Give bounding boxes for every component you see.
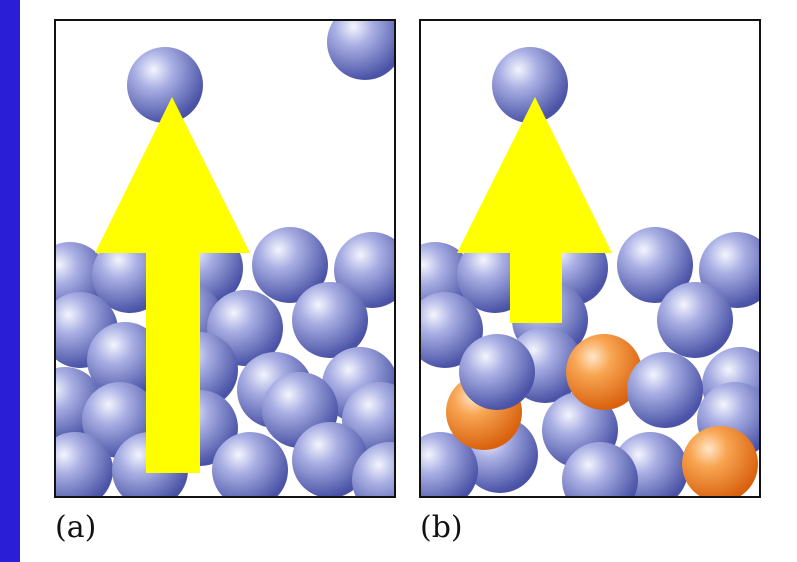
panel-a-arrow-head xyxy=(95,97,250,253)
host-atom xyxy=(252,227,328,303)
panel-b-arrow-head xyxy=(457,97,612,253)
host-atom xyxy=(617,227,693,303)
host-atom xyxy=(292,422,368,497)
host-atom xyxy=(352,442,395,497)
host-atom xyxy=(459,334,535,410)
host-atom xyxy=(562,442,638,497)
impurity-atom xyxy=(566,334,642,410)
panel-a-arrow-shaft xyxy=(146,253,200,473)
host-atom xyxy=(657,282,733,358)
panel-b-atoms xyxy=(420,47,760,497)
panel-a-caption: (a) xyxy=(55,510,97,545)
host-atom xyxy=(212,432,288,497)
panel-a xyxy=(54,19,396,498)
host-atom xyxy=(627,352,703,428)
host-atom xyxy=(492,47,568,123)
panel-b xyxy=(419,19,761,498)
host-atom xyxy=(292,282,368,358)
host-atom xyxy=(420,432,478,497)
panel-b-arrow-shaft xyxy=(510,253,562,323)
host-atom xyxy=(327,20,395,80)
host-atom xyxy=(87,322,163,398)
panel-b-caption: (b) xyxy=(420,510,463,545)
impurity-atom xyxy=(682,426,758,497)
host-atom xyxy=(55,432,113,497)
host-atom xyxy=(127,47,203,123)
